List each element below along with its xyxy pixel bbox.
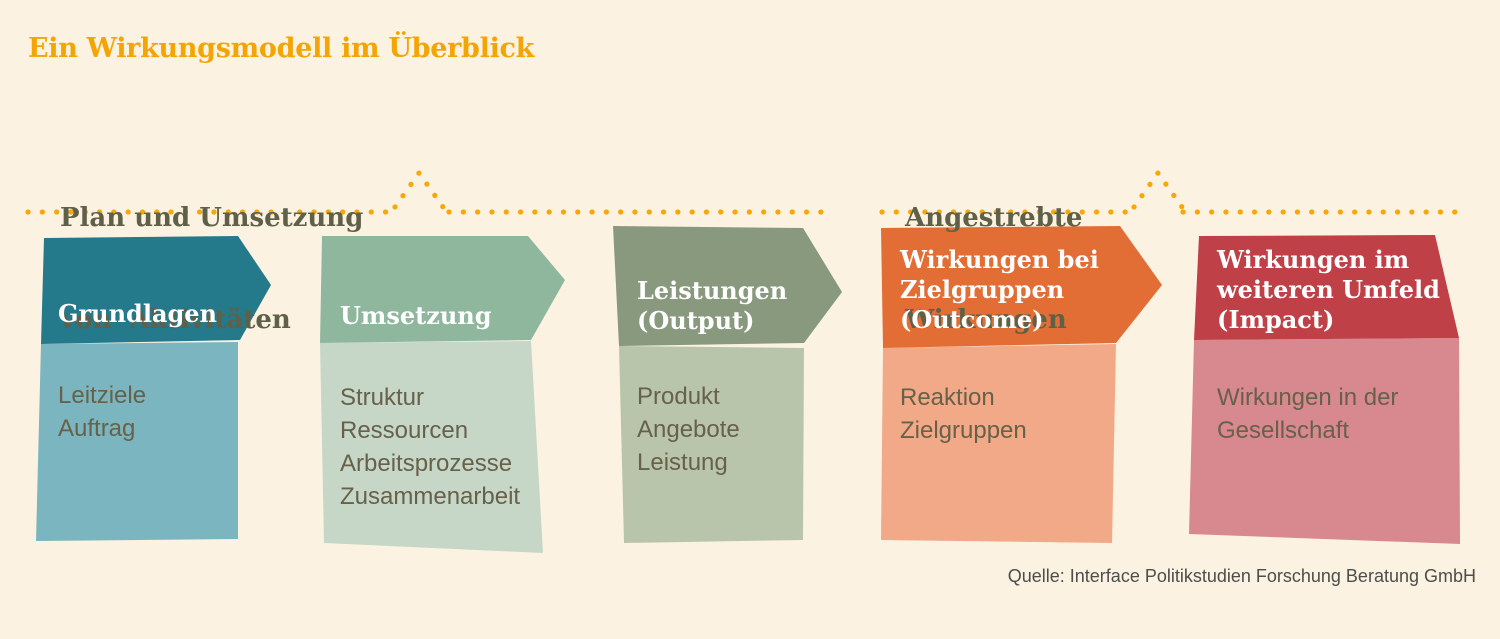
box-item: Ressourcen: [340, 417, 469, 444]
box-4-items: Reaktion Zielgruppen: [900, 381, 1027, 447]
box-3-body-shape: [619, 346, 804, 543]
page-title: Ein Wirkungsmodell im Überblick: [28, 33, 535, 64]
box-4-header-shape: [881, 226, 1162, 348]
box-item: Produkt: [637, 383, 720, 410]
box-3-items: Produkt Angebote Leistung: [637, 380, 740, 479]
box-5-body-shape: [1189, 338, 1460, 544]
phase-label-line: Angestrebte: [905, 203, 1083, 233]
box-header-line: (Output): [637, 306, 755, 335]
box-1-header-shape: [41, 236, 271, 344]
box-header-line: Zielgruppen: [900, 275, 1065, 304]
box-header-line: Leistungen: [637, 276, 788, 305]
box-2-header-shape: [320, 236, 565, 343]
phase-label-line: von Aktivitäten: [60, 305, 291, 335]
box-header-line: Wirkungen bei: [900, 245, 1099, 274]
box-item: Zusammenarbeit: [340, 483, 521, 510]
box-1-header-label: Grundlagen: [58, 299, 217, 329]
box-5-header-shape: [1194, 235, 1459, 340]
box-3-header-shape: [613, 226, 842, 346]
box-5-items: Wirkungen in der Gesellschaft: [1217, 381, 1429, 447]
phase-label-line: Plan und Umsetzung: [60, 203, 364, 233]
dotted-peak-phase1: [392, 168, 446, 210]
box-item: Leitziele: [58, 382, 147, 409]
box-item: Reaktion: [900, 384, 995, 411]
box-header-line: (Outcome): [900, 305, 1044, 334]
box-3-header-label: Leistungen (Output): [637, 276, 787, 336]
box-item: Leistung: [637, 449, 728, 476]
box-1-items: Leitziele Auftrag: [58, 379, 146, 445]
box-item: Auftrag: [58, 415, 136, 442]
dotted-peak-phase2: [1131, 168, 1185, 210]
box-header-line: (Impact): [1217, 305, 1335, 334]
box-1-body-shape: [36, 342, 238, 541]
box-2-body-shape: [320, 341, 543, 553]
phase-label-line: Wirkungen: [905, 305, 1067, 335]
box-header-line: weiteren Umfeld: [1217, 275, 1440, 304]
box-4-header-label: Wirkungen bei Zielgruppen (Outcome): [900, 245, 1099, 335]
box-5-header-label: Wirkungen im weiteren Umfeld (Impact): [1217, 245, 1440, 335]
phase-label-angestrebte-wirkungen: Angestrebte Wirkungen: [905, 133, 1082, 405]
box-item: Struktur: [340, 384, 425, 411]
box-item: Zielgruppen: [900, 417, 1027, 444]
box-2-items: Struktur Ressourcen Arbeitsprozesse Zusa…: [340, 381, 520, 513]
phase-label-plan-umsetzung: Plan und Umsetzung von Aktivitäten: [60, 133, 363, 405]
box-item: Angebote: [637, 416, 740, 443]
box-2-header-label: Umsetzung: [340, 301, 492, 331]
box-header-line: Wirkungen im: [1217, 245, 1410, 274]
source-credit: Quelle: Interface Politikstudien Forschu…: [1007, 566, 1476, 586]
box-item: Arbeitsprozesse: [340, 450, 513, 477]
box-item: Wirkungen in der Gesellschaft: [1217, 384, 1399, 444]
box-header-line: Umsetzung: [340, 301, 492, 330]
box-4-body-shape: [881, 344, 1116, 543]
box-header-line: Grundlagen: [58, 299, 217, 328]
